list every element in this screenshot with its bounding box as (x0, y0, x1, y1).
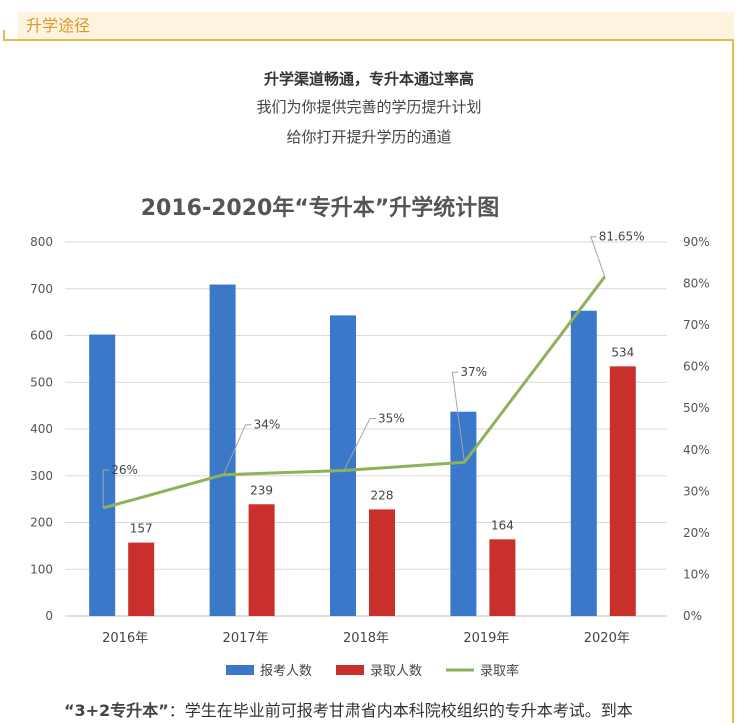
bar-data-label: 239 (250, 483, 273, 497)
y-left-tick-label: 800 (30, 235, 53, 249)
y-left-tick-label: 400 (30, 422, 53, 436)
x-tick-label: 2018年 (343, 631, 389, 646)
leader-line (451, 371, 465, 463)
bar-录取人数 (609, 366, 636, 616)
x-tick-label: 2016年 (102, 631, 148, 646)
bar-报考人数 (450, 411, 477, 616)
footer-text: ：学生在毕业前可报考甘肃省内本科院校组织的专升本考试。到本 (168, 701, 633, 720)
leader-line (223, 424, 252, 475)
footer-paragraph: “3+2专升本”：学生在毕业前可报考甘肃省内本科院校组织的专升本考试。到本 (64, 697, 633, 721)
line-data-label: 35% (378, 412, 405, 426)
y-left-tick-label: 0 (45, 609, 53, 623)
section-title: 升学途径 (26, 16, 91, 35)
line-data-label: 81.65% (599, 230, 645, 244)
bar-录取人数 (489, 539, 516, 616)
frame-line (3, 39, 734, 41)
frame-line (732, 39, 734, 723)
line-data-label: 37% (460, 365, 487, 379)
leader-line (343, 418, 376, 471)
legend-swatch (226, 665, 254, 675)
intro-line: 给你打开提升学历的通道 (286, 128, 452, 146)
y-right-tick-label: 0% (683, 609, 702, 623)
y-left-tick-label: 300 (30, 469, 53, 483)
intro-headline: 升学渠道畅通，专升本通过率高 (263, 70, 474, 88)
y-right-tick-label: 20% (683, 526, 710, 540)
bar-报考人数 (89, 334, 116, 616)
bar-录取人数 (369, 509, 395, 616)
bar-报考人数 (330, 315, 356, 616)
bar-录取人数 (248, 504, 275, 616)
legend-label: 报考人数 (260, 664, 312, 679)
bar-报考人数 (209, 284, 236, 616)
leader-line (590, 236, 606, 277)
y-right-tick-label: 70% (683, 318, 710, 332)
bar-报考人数 (570, 310, 597, 616)
y-left-tick-label: 200 (30, 516, 53, 530)
line-data-label: 34% (254, 418, 281, 432)
y-right-tick-label: 40% (683, 443, 710, 457)
x-tick-label: 2020年 (584, 631, 630, 646)
y-left-tick-label: 700 (30, 282, 53, 296)
legend-label: 录取人数 (370, 664, 422, 679)
y-right-tick-label: 50% (683, 401, 710, 415)
bar-data-label: 157 (130, 522, 153, 536)
footer-lead: “3+2专升本” (64, 701, 169, 720)
legend-swatch (336, 665, 364, 675)
y-left-tick-label: 500 (30, 375, 53, 389)
y-right-tick-label: 80% (683, 277, 710, 291)
y-right-tick-label: 10% (683, 567, 710, 581)
section-header-bar (18, 12, 734, 40)
leader-line (102, 469, 110, 508)
intro-line: 我们为你提供完善的学历提升计划 (256, 98, 482, 116)
line-data-label: 26% (111, 463, 138, 477)
x-tick-label: 2019年 (463, 631, 509, 646)
legend-label: 录取率 (480, 663, 519, 679)
y-left-tick-label: 600 (30, 329, 53, 343)
frame-line (3, 30, 5, 40)
bar-录取人数 (128, 542, 155, 616)
bar-data-label: 534 (611, 345, 634, 359)
chart-title: 2016-2020年“专升本”升学统计图 (140, 196, 500, 221)
bar-data-label: 228 (371, 488, 394, 502)
y-right-tick-label: 60% (683, 360, 710, 374)
x-tick-label: 2017年 (223, 631, 269, 646)
bar-data-label: 164 (491, 518, 514, 532)
y-left-tick-label: 100 (30, 562, 53, 576)
y-right-tick-label: 30% (683, 484, 710, 498)
y-right-tick-label: 90% (683, 235, 710, 249)
